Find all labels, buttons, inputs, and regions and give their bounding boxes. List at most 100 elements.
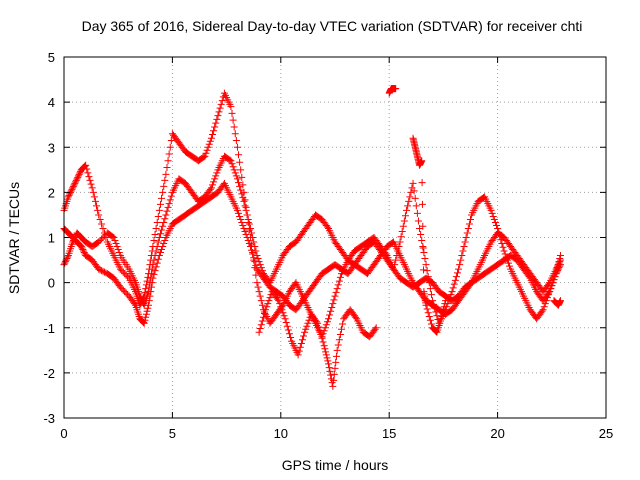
series-trace-3 [60,89,564,341]
data-point [155,234,163,241]
data-point [233,175,241,183]
data-point [413,209,421,217]
data-point [96,237,104,245]
data-point [252,271,260,279]
data-point [255,258,263,266]
data-point [211,123,219,131]
data-point [439,306,447,314]
data-point [68,185,76,193]
data-point [418,157,426,165]
data-point [322,321,330,329]
data-point [245,220,253,228]
data-point [162,211,170,219]
data-point [489,212,497,220]
data-point [390,265,398,273]
data-point [252,247,260,255]
data-point [418,237,426,245]
data-point [494,224,502,232]
data-point [244,218,252,226]
data-point [404,202,412,210]
data-point [490,215,498,223]
data-point [162,170,170,178]
data-point [236,182,244,190]
data-point [372,324,380,332]
data-point [298,336,306,344]
data-point [499,243,507,251]
data-point [276,300,284,308]
data-point [324,360,332,368]
data-point [121,288,129,296]
y-tick-label: -3 [43,411,55,426]
data-point [315,323,323,331]
data-point [430,300,438,308]
data-point [546,288,554,296]
data-point [144,273,152,281]
data-point [141,316,149,324]
data-point [254,283,262,291]
y-tick-label: 3 [48,140,55,155]
data-point [538,307,546,315]
data-point [423,305,431,313]
data-point [140,292,148,300]
data-point [156,249,164,257]
data-point [210,127,218,135]
data-point [255,288,263,296]
data-point [427,291,435,299]
data-point [253,279,261,287]
data-point [339,320,347,328]
data-point [394,247,402,255]
data-point [352,313,360,321]
data-point [279,309,287,317]
data-point [243,211,251,219]
data-point [70,235,78,243]
data-point [256,292,264,300]
data-point [491,218,499,226]
data-point [464,224,472,232]
data-point [227,157,235,165]
data-point [149,243,157,251]
data-point [265,297,273,305]
data-point [116,283,124,291]
data-point [432,328,440,336]
data-point [77,243,85,251]
data-point [241,202,249,210]
data-point [119,268,127,276]
data-point [85,173,93,181]
data-point [145,288,153,296]
data-point [158,226,166,234]
data-point [236,212,244,220]
data-point [235,209,243,217]
data-point [324,357,332,365]
data-point [218,97,226,105]
data-point [100,268,108,276]
data-point [164,157,172,165]
data-point [319,338,327,346]
data-point [418,179,426,187]
data-point [442,297,450,305]
data-point [446,294,454,302]
data-point [246,224,254,232]
data-point [74,172,82,180]
data-point [73,175,81,183]
data-point [158,246,166,254]
data-point [95,211,103,219]
data-point [206,185,214,193]
data-point [159,222,167,230]
data-point [285,330,293,338]
data-point [452,273,460,281]
data-point [151,230,159,238]
data-point [69,182,77,190]
data-point [148,247,156,255]
data-point [82,161,90,169]
series-trace-2 [60,152,564,318]
data-point [426,316,434,324]
data-point [212,119,220,127]
data-point [61,259,69,267]
data-point [555,264,563,272]
data-point [321,345,329,353]
x-tick-label: 25 [599,426,613,441]
data-point [69,184,77,192]
data-point [330,376,338,384]
data-point [203,146,211,154]
series-trace-4 [255,288,380,390]
